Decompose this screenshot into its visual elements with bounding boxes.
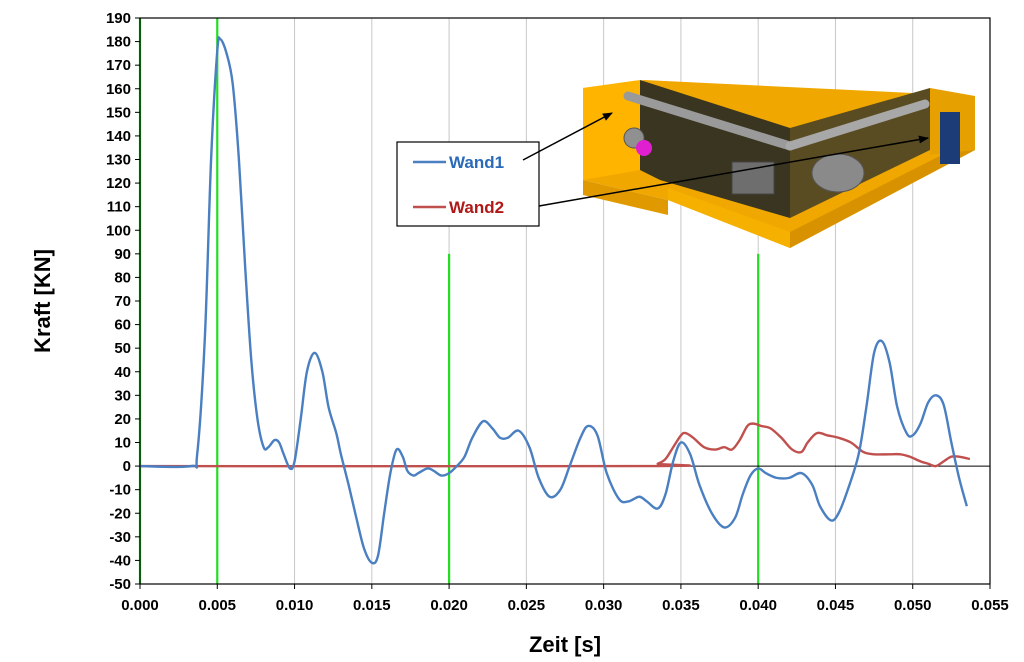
wall-panel-blue — [940, 112, 960, 164]
series-line-wand1 — [139, 36, 968, 565]
x-tick-label-1: 0.005 — [198, 597, 236, 614]
y-axis-title: Kraft [KN] — [30, 249, 55, 353]
x-tick-label-2: 0.010 — [276, 597, 314, 614]
building-wall-front — [668, 188, 790, 248]
y-tick-label-11: 60 — [114, 317, 131, 334]
building-wall-front-left — [583, 180, 668, 215]
legend-entry-wand1: Wand1 — [413, 153, 504, 172]
x-tick-label-5: 0.025 — [508, 597, 546, 614]
y-tick-label-14: 90 — [114, 246, 131, 263]
arrow-wand1 — [522, 112, 613, 161]
explosion-source-sphere — [636, 140, 652, 156]
y-tick-label-12: 70 — [114, 293, 131, 310]
y-tick-label-16: 110 — [107, 199, 131, 216]
series-line-wand2 — [139, 422, 971, 468]
y-tick-label-13: 80 — [114, 269, 131, 286]
x-tick-label-7: 0.035 — [662, 597, 700, 614]
y-tick-label-19: 140 — [106, 128, 131, 145]
y-tick-label-7: 20 — [114, 411, 131, 428]
legend: Wand1 Wand2 — [396, 112, 929, 227]
legend-label-wand1: Wand1 — [449, 153, 504, 172]
machine-block — [731, 161, 775, 195]
x-tick-label-10: 0.050 — [894, 597, 932, 614]
arrow-wand2 — [538, 135, 929, 207]
y-tick-label-6: 10 — [114, 435, 131, 452]
x-tick-label-11: 0.055 — [971, 597, 1009, 614]
x-tick-label-9: 0.045 — [817, 597, 855, 614]
y-tick-label-2: -30 — [109, 529, 131, 546]
y-tick-label-1: -40 — [109, 552, 131, 569]
y-tick-label-24: 190 — [106, 10, 131, 27]
legend-box — [396, 141, 540, 227]
x-tick-label-3: 0.015 — [353, 597, 391, 614]
pipe-long — [623, 91, 795, 151]
series-layer — [139, 36, 971, 565]
y-tick-label-18: 130 — [106, 152, 131, 169]
y-tick-label-23: 180 — [106, 34, 131, 51]
y-tick-label-8: 30 — [114, 387, 131, 404]
x-tick-label-4: 0.020 — [430, 597, 468, 614]
y-tick-label-9: 40 — [114, 364, 131, 381]
pipe-right — [785, 99, 930, 151]
tank — [811, 153, 865, 193]
y-tick-label-3: -20 — [109, 505, 131, 522]
y-tick-label-21: 160 — [106, 81, 131, 98]
x-tick-labels: 0.000 0.005 0.010 0.015 0.020 0.025 0.030 0.035… — [121, 584, 1009, 614]
y-tick-label-10: 50 — [114, 340, 131, 357]
y-tick-label-4: -10 — [109, 482, 131, 499]
y-tick-label-15: 100 — [106, 222, 131, 239]
y-tick-label-0: -50 — [109, 576, 131, 593]
building-wall-left — [583, 80, 640, 180]
y-tick-label-20: 150 — [106, 104, 131, 121]
y-tick-label-5: 0 — [123, 458, 131, 475]
x-axis-title: Zeit [s] — [529, 632, 601, 657]
legend-label-wand2: Wand2 — [449, 198, 504, 217]
y-tick-labels: -50 -40 -30 -20 -10 0 10 20 30 40 50 60 70 80 90 100 110… — [106, 10, 140, 593]
x-tick-label-6: 0.030 — [585, 597, 623, 614]
legend-entry-wand2: Wand2 — [413, 198, 504, 217]
y-tick-label-22: 170 — [106, 57, 131, 74]
x-tick-label-8: 0.040 — [739, 597, 777, 614]
building-wall-right — [790, 138, 975, 248]
y-tick-label-17: 120 — [106, 175, 131, 192]
x-tick-label-0: 0.000 — [121, 597, 159, 614]
